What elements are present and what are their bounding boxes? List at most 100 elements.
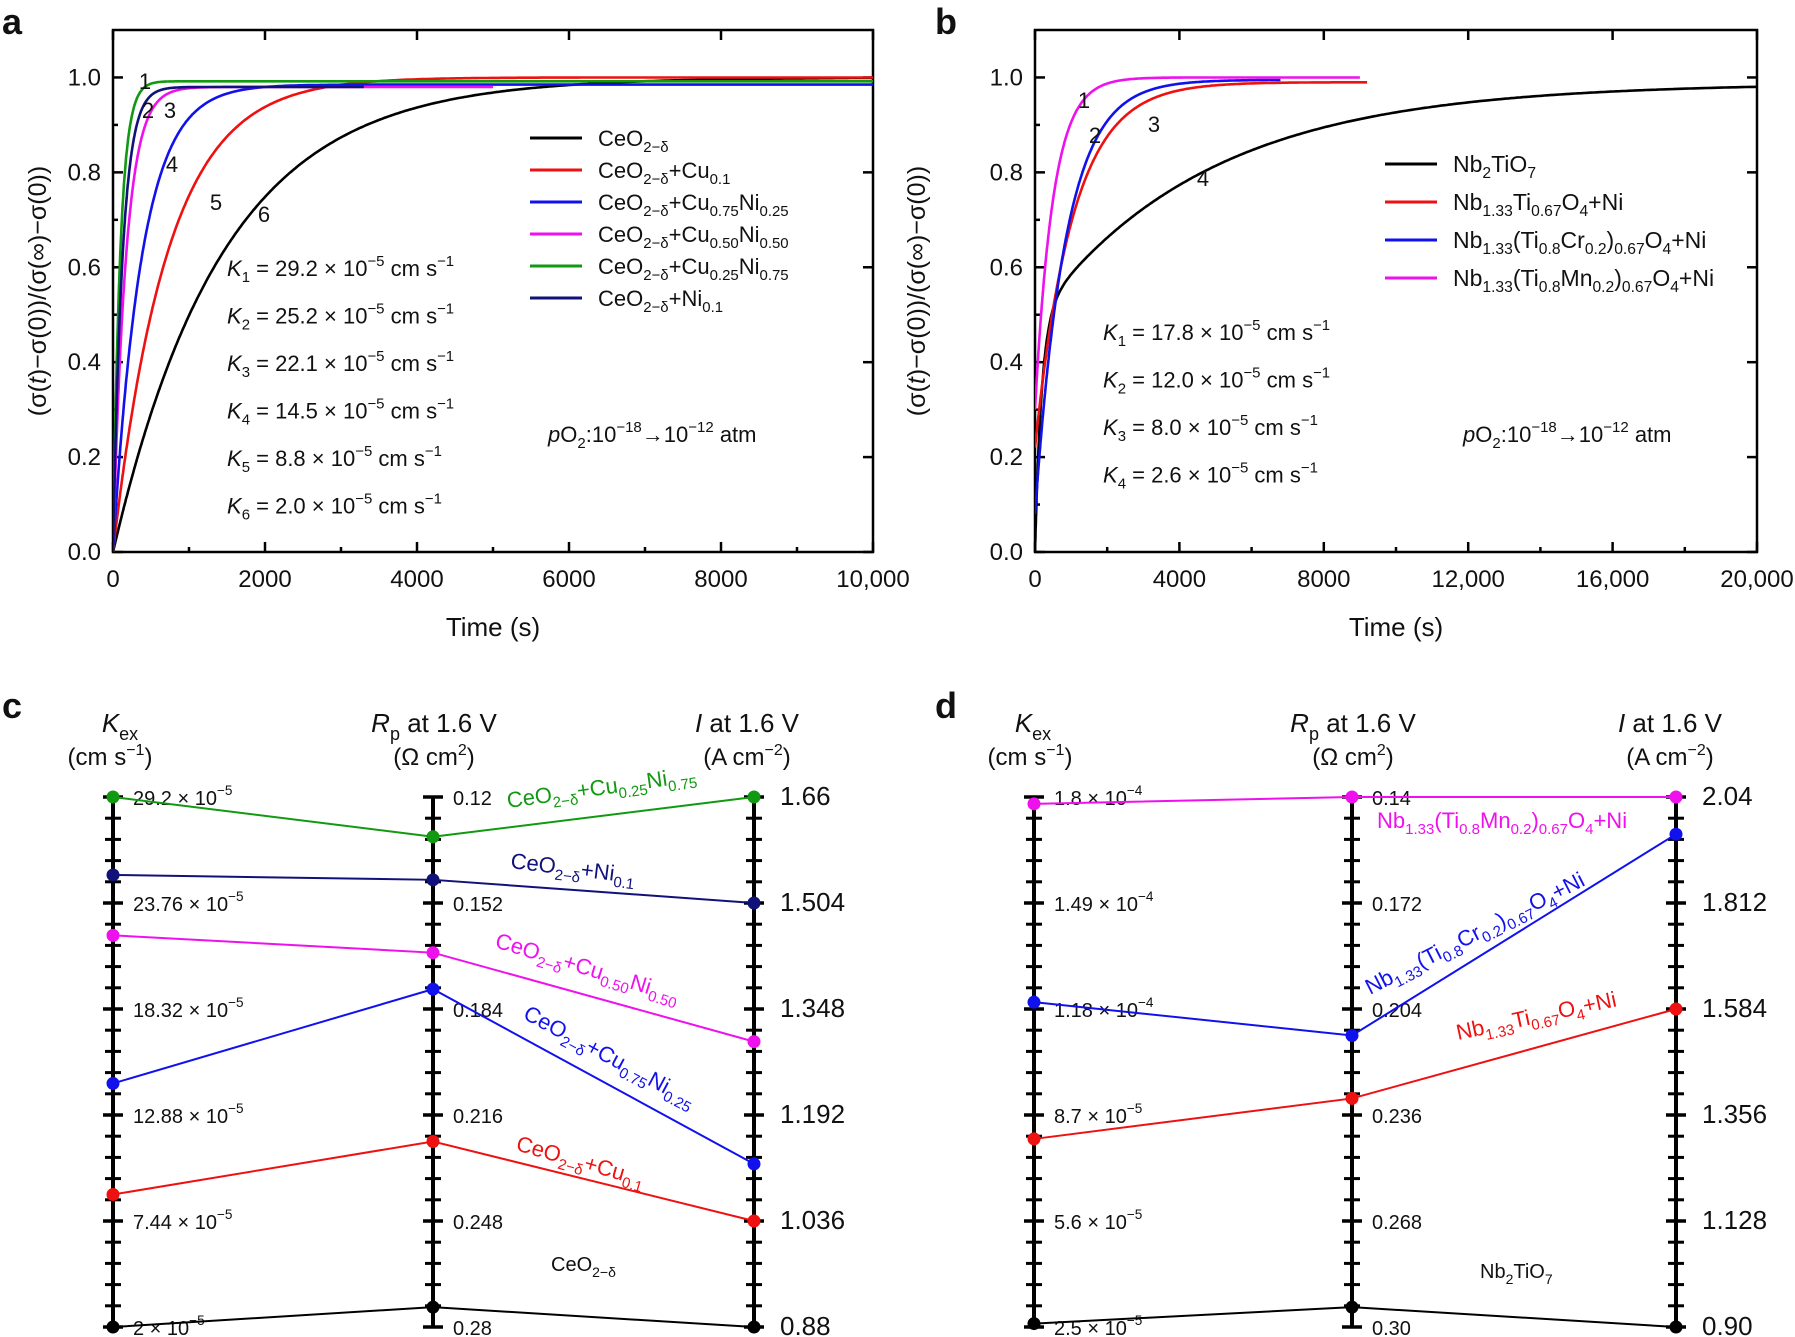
rate-constant: K1 = 29.2 × 10−5 cm s−1 bbox=[227, 253, 454, 286]
axis-tick-label: 0.90 bbox=[1702, 1311, 1753, 1337]
series-label: Nb1.33Ti0.67O4+Ni bbox=[1454, 987, 1620, 1050]
curve-number-label: 4 bbox=[166, 152, 178, 177]
panel-c-letter: c bbox=[2, 685, 22, 726]
series-marker bbox=[1027, 1317, 1041, 1331]
series-marker bbox=[1027, 797, 1041, 811]
panel-a-curves bbox=[113, 76, 873, 552]
series-marker bbox=[106, 1320, 120, 1334]
panel-b-x-axis-label: Time (s) bbox=[1349, 612, 1443, 642]
axis-tick-label: 1.504 bbox=[780, 887, 845, 917]
panel-b-ticks: 0 4000 8000 12,000 16,000 20,000 0.0 0.2 0.4 0.6 0… bbox=[990, 30, 1794, 593]
x-tick-label: 16,000 bbox=[1576, 566, 1649, 593]
axis-tick-label: 2.5 × 10−5 bbox=[1054, 1313, 1142, 1337]
legend-entry: CeO2−δ+Cu0.25Ni0.75 bbox=[598, 254, 789, 284]
legend-entry: Nb1.33(Ti0.8Mn0.2)0.67O4+Ni bbox=[1453, 265, 1714, 296]
x-tick-label: 4000 bbox=[1153, 566, 1206, 593]
legend-entry: Nb1.33(Ti0.8Cr0.2)0.67O4+Ni bbox=[1453, 227, 1706, 258]
panel-d-axis2-title: Rp at 1.6 V bbox=[1290, 708, 1416, 744]
rate-constant: K5 = 8.8 × 10−5 cm s−1 bbox=[227, 443, 442, 476]
rate-constant: K6 = 2.0 × 10−5 cm s−1 bbox=[227, 491, 442, 524]
x-tick-label: 0 bbox=[1028, 566, 1041, 593]
series-marker bbox=[1027, 995, 1041, 1009]
legend-entry: CeO2−δ+Cu0.75Ni0.25 bbox=[598, 190, 789, 220]
series-marker bbox=[1669, 1320, 1683, 1334]
series-marker bbox=[106, 1076, 120, 1090]
panel-d-axis1-unit: (cm s−1) bbox=[988, 742, 1073, 771]
curve-number-label: 3 bbox=[164, 98, 176, 123]
panel-c-axes: 29.2 × 10−5 23.76 × 10−5 18.32 × 10−5 12.88… bbox=[103, 781, 845, 1337]
panel-d-axis3-title: I at 1.6 V bbox=[1618, 708, 1723, 738]
axis-tick-label: 0.14 bbox=[1372, 788, 1411, 810]
axis-tick-label: 1.8 × 10−4 bbox=[1054, 783, 1143, 810]
rate-constant: K2 = 25.2 × 10−5 cm s−1 bbox=[227, 301, 454, 334]
series-marker bbox=[426, 946, 440, 960]
panel-d: d Kex (cm s−1) Rp at 1.6 V (Ω cm2) I at … bbox=[935, 685, 1767, 1337]
panel-c-axis2-unit: (Ω cm2) bbox=[393, 742, 475, 771]
axis-tick-label: 0.236 bbox=[1372, 1106, 1422, 1128]
series-label: Nb2TiO7 bbox=[1480, 1261, 1553, 1287]
x-tick-label: 0 bbox=[106, 566, 119, 593]
curve-number-label: 6 bbox=[258, 202, 270, 227]
axis-tick-label: 1.036 bbox=[780, 1205, 845, 1235]
axis-tick-label: 1.192 bbox=[780, 1099, 845, 1129]
panel-c-axis2-title: Rp at 1.6 V bbox=[371, 708, 497, 744]
axis-tick-label: 8.7 × 10−5 bbox=[1054, 1101, 1142, 1128]
axis-tick-label: 1.348 bbox=[780, 993, 845, 1023]
rate-constant: K3 = 8.0 × 10−5 cm s−1 bbox=[1103, 412, 1318, 445]
series-label: Nb1.33(Ti0.8Mn0.2)0.67O4+Ni bbox=[1377, 808, 1627, 838]
series-marker bbox=[1669, 790, 1683, 804]
rate-constant: K3 = 22.1 × 10−5 cm s−1 bbox=[227, 348, 454, 381]
panel-a: a 0 2000 4000 6000 8000 10,000 0.0 0.2 0.4 0.6 0.8… bbox=[2, 1, 910, 642]
series-marker bbox=[106, 928, 120, 942]
panel-d-letter: d bbox=[935, 685, 957, 726]
panel-c-lines bbox=[106, 790, 761, 1334]
series-marker bbox=[426, 982, 440, 996]
axis-tick-label: 0.152 bbox=[453, 894, 503, 916]
y-tick-label: 0.4 bbox=[990, 349, 1023, 376]
x-tick-label: 8000 bbox=[694, 566, 747, 593]
curve-number-label: 5 bbox=[210, 190, 222, 215]
legend-entry: CeO2−δ+Ni0.1 bbox=[598, 286, 723, 316]
panel-d-axis1-title: Kex bbox=[1015, 708, 1051, 744]
legend-entry: CeO2−δ+Cu0.1 bbox=[598, 158, 730, 188]
rate-constant: K4 = 14.5 × 10−5 cm s−1 bbox=[227, 396, 454, 429]
axis-tick-label: 29.2 × 10−5 bbox=[133, 783, 232, 810]
panel-a-letter: a bbox=[2, 1, 23, 42]
series-marker bbox=[1345, 1300, 1359, 1314]
panel-c-axis1-title: Kex bbox=[102, 708, 138, 744]
curve-number-label: 1 bbox=[139, 69, 151, 94]
panel-c-axis1-unit: (cm s−1) bbox=[68, 742, 153, 771]
legend-entry: Nb1.33Ti0.67O4+Ni bbox=[1453, 189, 1623, 220]
series-marker bbox=[426, 1135, 440, 1148]
panel-d-lines bbox=[1027, 790, 1683, 1334]
series-line bbox=[1035, 76, 1360, 410]
series-marker bbox=[747, 790, 761, 804]
x-tick-label: 20,000 bbox=[1720, 566, 1793, 593]
axis-tick-label: 0.12 bbox=[453, 788, 492, 810]
series-label: CeO2−δ bbox=[551, 1254, 616, 1280]
legend-entry: Nb2TiO7 bbox=[1453, 151, 1536, 182]
axis-tick-label: 5.6 × 10−5 bbox=[1054, 1207, 1142, 1234]
axis-tick-label: 0.248 bbox=[453, 1212, 503, 1234]
series-label: CeO2−δ+Cu0.25Ni0.75 bbox=[505, 762, 698, 818]
axis-tick-label: 0.88 bbox=[780, 1311, 831, 1337]
series-marker bbox=[106, 790, 120, 804]
legend-entry: CeO2−δ+Cu0.50Ni0.50 bbox=[598, 222, 789, 252]
series-marker bbox=[1027, 1132, 1041, 1146]
y-tick-label: 0.8 bbox=[990, 159, 1023, 186]
panel-a-legend: CeO2−δCeO2−δ+Cu0.1CeO2−δ+Cu0.75Ni0.25CeO… bbox=[530, 126, 789, 316]
y-tick-label: 0.2 bbox=[68, 444, 101, 471]
panel-b-curves bbox=[1035, 76, 1757, 552]
panel-d-axes: 1.8 × 10−41.49 × 10−41.18 × 10−48.7 × 10… bbox=[1024, 781, 1767, 1337]
y-tick-label: 0.6 bbox=[68, 254, 101, 281]
curve-number-label: 2 bbox=[1089, 123, 1101, 148]
axis-tick-label: 2.04 bbox=[1702, 781, 1753, 811]
series-marker bbox=[1345, 790, 1359, 804]
panel-d-axis3-unit: (A cm−2) bbox=[1626, 742, 1714, 771]
panel-a-po2-annotation: pO2:10−18→10−12 atm bbox=[547, 419, 757, 452]
series-marker bbox=[1669, 1002, 1683, 1016]
series-marker bbox=[1345, 1029, 1359, 1042]
axis-tick-label: 0.268 bbox=[1372, 1212, 1422, 1234]
x-tick-label: 12,000 bbox=[1431, 566, 1504, 593]
series-line bbox=[1035, 81, 1368, 448]
